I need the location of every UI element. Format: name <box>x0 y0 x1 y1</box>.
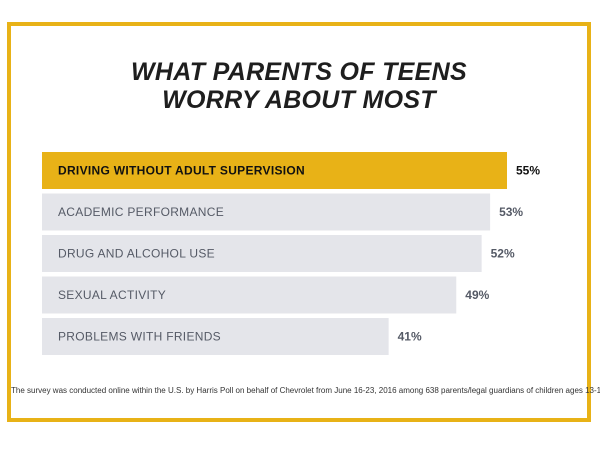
chart-title-line-1: WHAT PARENTS OF TEENS <box>131 58 467 86</box>
bar-label-0: DRIVING WITHOUT ADULT SUPERVISION <box>58 164 305 178</box>
value-label-3: 49% <box>465 288 489 302</box>
survey-footnote: The survey was conducted online within t… <box>11 386 600 395</box>
bar-3 <box>42 276 457 314</box>
bar-0 <box>42 152 507 189</box>
bar-label-1: ACADEMIC PERFORMANCE <box>58 205 224 219</box>
bar-label-3: SEXUAL ACTIVITY <box>58 288 166 302</box>
chart-frame: WHAT PARENTS OF TEENS WORRY ABOUT MOST D… <box>7 22 600 422</box>
chart-title-line-2: WORRY ABOUT MOST <box>162 86 436 114</box>
bar-2 <box>42 235 482 272</box>
chart-title: WHAT PARENTS OF TEENS WORRY ABOUT MOST <box>11 58 587 114</box>
bar-chart: DRIVING WITHOUT ADULT SUPERVISION 55% ACAD… <box>42 152 540 355</box>
value-label-4: 41% <box>398 330 422 344</box>
bar-1 <box>42 193 491 231</box>
value-label-2: 52% <box>491 247 515 261</box>
value-label-1: 53% <box>499 205 523 219</box>
value-label-0: 55% <box>516 164 540 178</box>
bar-label-4: PROBLEMS WITH FRIENDS <box>58 330 221 344</box>
bar-4 <box>42 318 389 355</box>
bar-label-2: DRUG AND ALCOHOL USE <box>58 247 215 261</box>
